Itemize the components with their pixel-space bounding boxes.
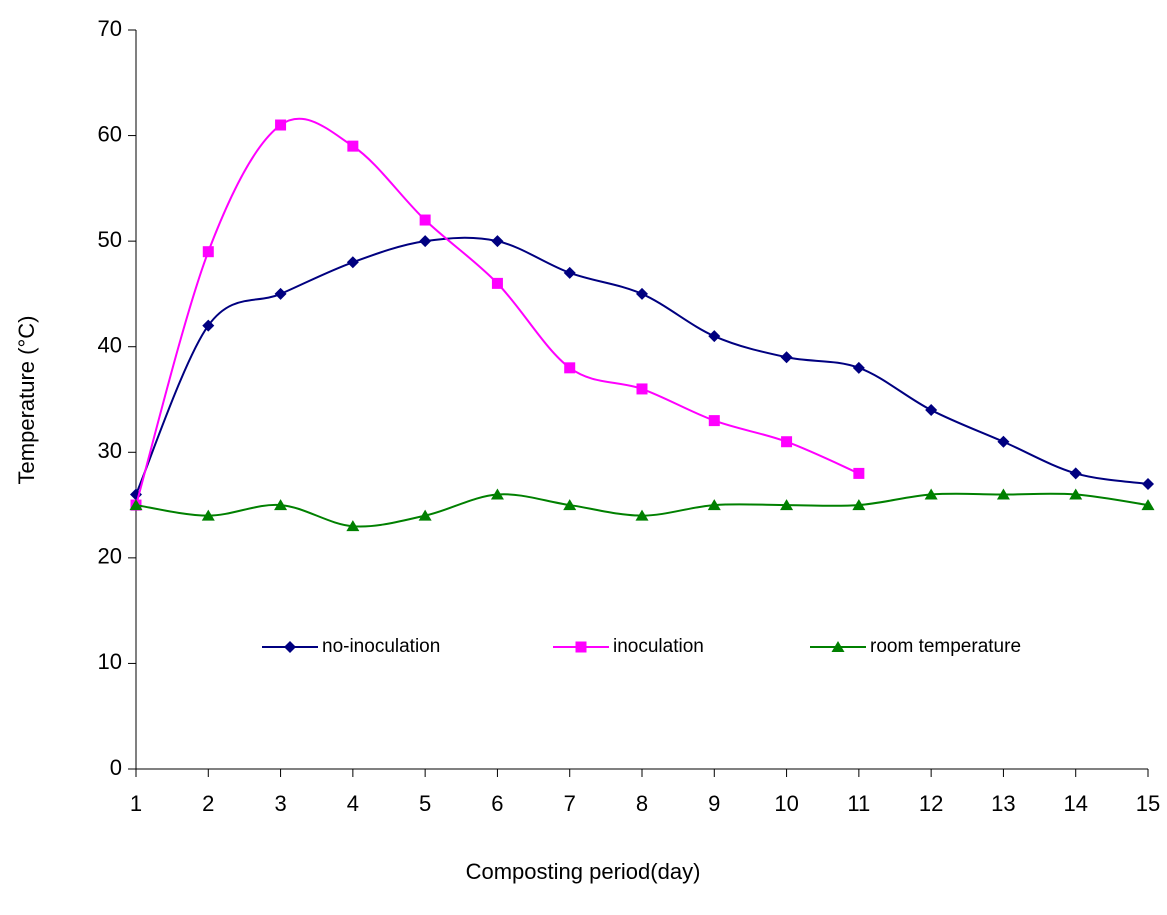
- series-line: [135, 117, 860, 506]
- marker: [781, 436, 793, 448]
- y-tick-label: 10: [98, 649, 122, 674]
- x-tick-label: 12: [919, 791, 943, 816]
- marker: [852, 499, 866, 511]
- marker: [636, 287, 648, 300]
- marker: [1069, 467, 1082, 480]
- x-tick-label: 6: [491, 791, 503, 816]
- marker: [1142, 477, 1154, 490]
- marker: [563, 499, 577, 511]
- marker: [780, 499, 794, 511]
- marker: [636, 383, 648, 395]
- x-tick-label: 11: [847, 791, 870, 816]
- marker: [490, 488, 504, 500]
- x-tick-label: 8: [636, 791, 648, 816]
- marker: [274, 499, 288, 511]
- x-tick-label: 3: [274, 791, 286, 816]
- marker: [129, 499, 143, 511]
- x-tick-label: 2: [202, 791, 214, 816]
- x-tick-label: 13: [991, 791, 1015, 816]
- marker: [491, 235, 504, 248]
- marker: [201, 509, 215, 521]
- marker: [202, 246, 214, 258]
- marker: [419, 235, 432, 248]
- marker: [1141, 499, 1155, 511]
- legend-label: no-inoculation: [322, 636, 440, 657]
- marker: [346, 520, 360, 532]
- x-tick-label: 9: [708, 791, 720, 816]
- y-tick-label: 30: [98, 438, 122, 463]
- marker: [346, 256, 359, 269]
- series-line: [135, 236, 1149, 495]
- marker: [347, 140, 359, 152]
- marker: [418, 509, 432, 521]
- marker: [563, 266, 576, 279]
- marker: [491, 277, 503, 289]
- x-axis-label: Composting period(day): [466, 859, 701, 884]
- marker: [780, 351, 793, 364]
- marker: [635, 509, 649, 521]
- marker: [707, 499, 721, 511]
- y-tick-label: 50: [98, 227, 122, 252]
- marker: [852, 361, 865, 374]
- y-tick-label: 40: [98, 333, 122, 358]
- marker: [853, 467, 865, 479]
- marker: [274, 287, 287, 300]
- marker: [284, 641, 296, 653]
- x-tick-label: 14: [1063, 791, 1087, 816]
- marker: [924, 488, 938, 500]
- marker: [996, 488, 1010, 500]
- marker: [708, 415, 720, 427]
- legend-label: inoculation: [613, 636, 704, 657]
- marker: [419, 214, 431, 226]
- marker: [1069, 488, 1083, 500]
- marker: [202, 319, 215, 332]
- marker: [564, 362, 576, 374]
- y-tick-label: 70: [98, 16, 122, 41]
- marker: [575, 641, 587, 653]
- x-tick-label: 15: [1136, 791, 1160, 816]
- marker: [925, 404, 938, 417]
- x-tick-label: 1: [130, 791, 142, 816]
- marker: [708, 330, 721, 343]
- x-tick-label: 10: [774, 791, 798, 816]
- y-tick-label: 20: [98, 544, 122, 569]
- x-tick-label: 4: [347, 791, 359, 816]
- marker: [997, 435, 1010, 448]
- y-tick-label: 60: [98, 121, 122, 146]
- legend-label: room temperature: [870, 636, 1021, 657]
- marker: [275, 119, 287, 131]
- y-axis-label: Temperature (°C): [14, 316, 39, 485]
- x-tick-label: 5: [419, 791, 431, 816]
- x-tick-label: 7: [564, 791, 576, 816]
- y-tick-label: 0: [110, 755, 122, 780]
- marker: [831, 641, 845, 652]
